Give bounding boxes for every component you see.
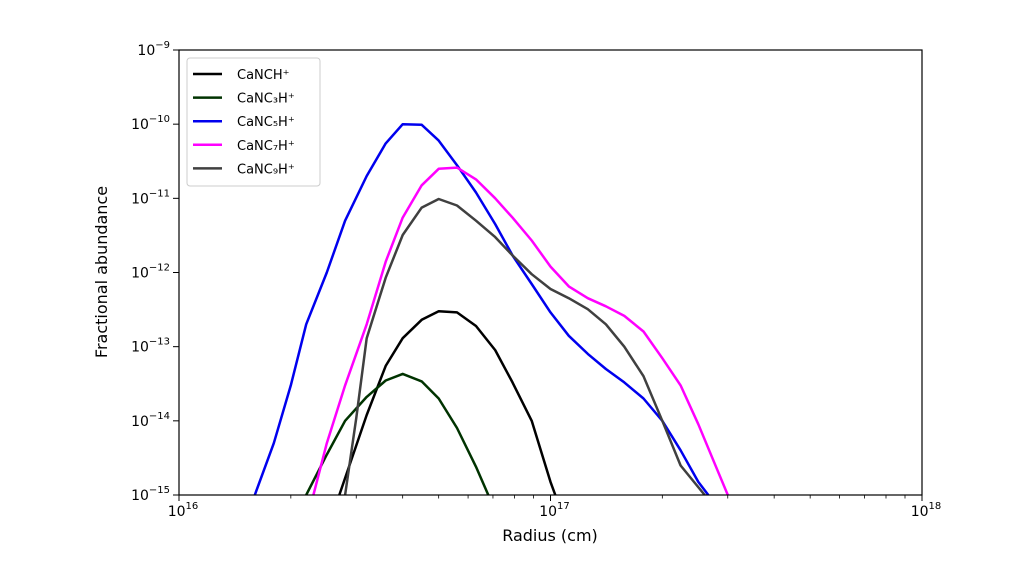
- legend-entry: CaNC₃H⁺: [237, 92, 295, 107]
- y-tick-label: 10−15: [131, 485, 170, 504]
- x-tick-label: 1017: [539, 501, 570, 520]
- legend-box: [186, 57, 321, 187]
- legend-entry: CaNC₅H⁺: [237, 115, 295, 130]
- y-tick-label: 10−11: [131, 188, 170, 207]
- legend-entry: CaNCH⁺: [237, 68, 289, 83]
- y-tick-label: 10−12: [131, 263, 170, 282]
- x-tick-label: 1016: [168, 501, 199, 520]
- x-axis-label: Radius (cm): [502, 526, 598, 545]
- x-tick-label: 1018: [911, 501, 942, 520]
- legend-entry: CaNC₇H⁺: [237, 139, 295, 154]
- series-line-1: [305, 372, 490, 495]
- series-line-3: [312, 166, 729, 495]
- y-tick-label: 10−14: [131, 411, 170, 430]
- y-tick-label: 10−10: [131, 114, 170, 133]
- series-line-4: [343, 197, 706, 495]
- legend: CaNCH⁺ CaNC₃H⁺ CaNC₅H⁺ CaNC₇H⁺ CaNC₉H⁺: [186, 57, 321, 187]
- series-line-0: [338, 310, 557, 495]
- legend-entry: CaNC₉H⁺: [237, 162, 295, 177]
- series-layer: [253, 122, 729, 495]
- y-tick-label: 10−9: [137, 40, 170, 59]
- series-line-2: [253, 122, 710, 495]
- y-tick-label: 10−13: [131, 337, 170, 356]
- y-axis-label: Fractional abundance: [92, 186, 111, 358]
- ticks-layer: 1016 1017 1018 10−15 10−14 10−13 10−12 10−11 10−…: [131, 40, 941, 520]
